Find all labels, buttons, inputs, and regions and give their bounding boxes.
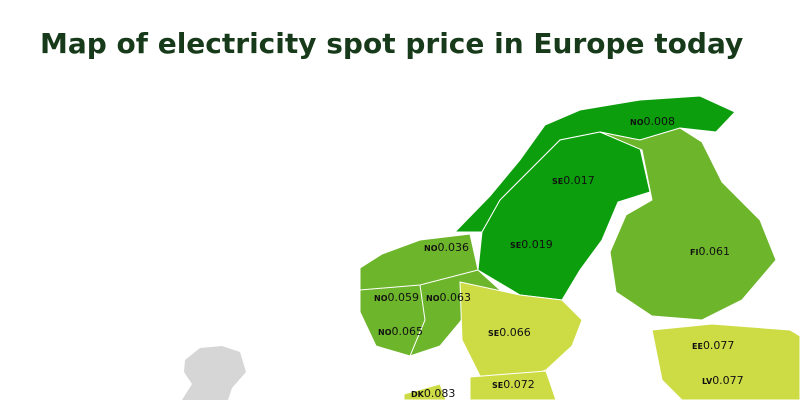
region-price: 0.063 [440,291,472,304]
region-price: 0.008 [644,115,676,128]
region-label: EE0.077 [692,339,734,352]
region-price: 0.066 [499,326,531,339]
region-label: SE0.066 [488,326,531,339]
region-label: NO0.059 [374,291,419,304]
region-code: LV [702,377,713,386]
region-code: SE [492,381,503,390]
border [409,284,426,357]
region-price: 0.019 [521,238,553,251]
region-price: 0.059 [388,291,420,304]
region-price: 0.077 [703,339,735,352]
region-code: EE [692,342,703,351]
region-shape [469,370,557,400]
region-label: NO0.065 [378,325,423,338]
region-label: SE0.017 [552,174,595,187]
region-label: SE0.019 [510,238,553,251]
region-label: NO0.063 [426,291,471,304]
region-code: NO [374,294,388,303]
region-price: 0.017 [563,174,595,187]
region-price: 0.061 [698,245,730,258]
region-code: SE [510,241,521,250]
region-label: FI0.061 [690,245,730,258]
region-code: FI [690,248,698,257]
region-code: DK [411,390,425,399]
region-code: NO [424,244,438,253]
uk-region [182,346,246,400]
region-shape [651,323,800,400]
map-title: Map of electricity spot price in Europe … [40,27,743,60]
region-label: NO0.036 [424,241,469,254]
region-code: SE [488,329,499,338]
region-code: NO [426,294,440,303]
region-label: NO0.008 [630,115,675,128]
region-shape [403,383,447,400]
region-label: SE0.072 [492,378,535,391]
region-code: SE [552,177,563,186]
region-price: 0.036 [438,241,470,254]
region-price: 0.077 [712,374,744,387]
region-code: NO [378,328,392,337]
region-label: DK0.083 [411,387,455,400]
region-price: 0.083 [424,387,456,400]
region-label: LV0.077 [702,374,744,387]
region-price: 0.072 [503,378,535,391]
region-price: 0.065 [392,325,424,338]
region-shape [599,127,777,321]
region-shape [459,281,583,381]
region-code: NO [630,118,644,127]
